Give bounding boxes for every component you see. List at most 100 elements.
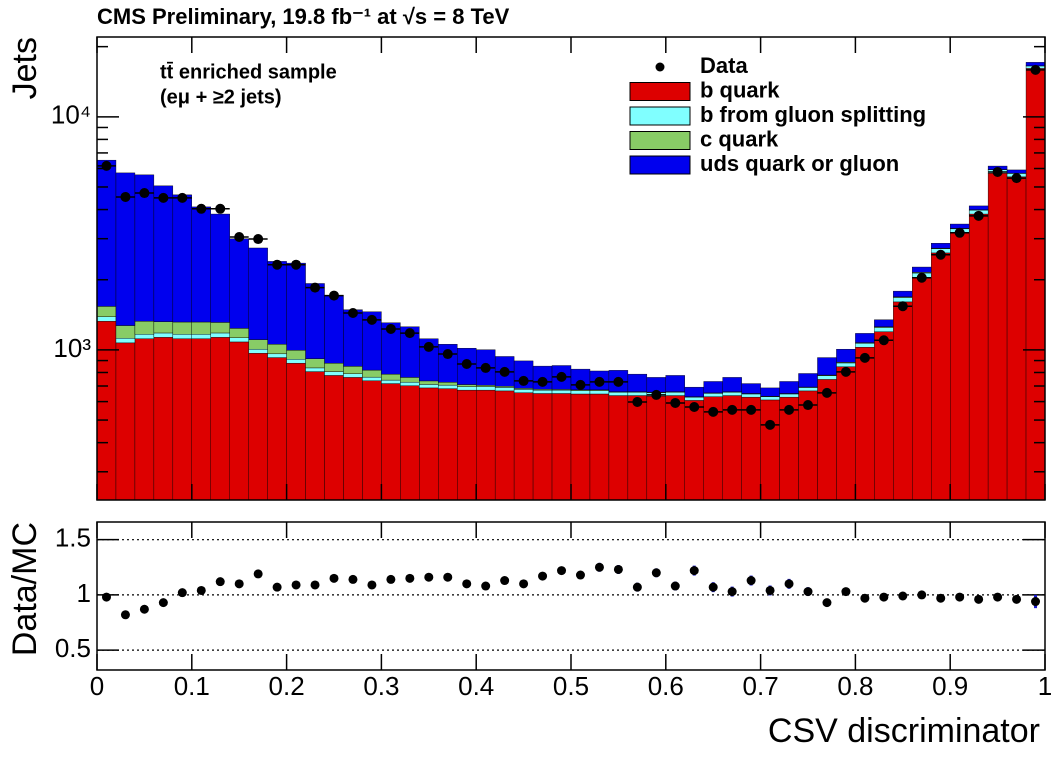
stack-bar — [172, 194, 192, 323]
x-tick-label: 0.6 — [648, 671, 684, 701]
legend-swatch — [629, 106, 691, 126]
stack-bar — [305, 371, 325, 501]
ratio-point — [120, 610, 130, 620]
stack-bar — [191, 338, 211, 501]
x-tick-label: 0.7 — [743, 671, 779, 701]
data-point — [973, 210, 984, 221]
stack-bar — [153, 337, 174, 501]
data-point — [385, 323, 396, 334]
stack-bar — [248, 353, 268, 501]
stack-bar — [968, 213, 989, 501]
stack-bar — [172, 321, 192, 335]
data-point — [556, 371, 567, 382]
stack-bar — [684, 386, 704, 397]
stack-bar — [115, 325, 136, 339]
ratio-point — [670, 581, 680, 591]
stack-bar — [646, 395, 667, 501]
stack-bar — [874, 319, 894, 327]
data-point — [234, 232, 245, 243]
ratio-point — [500, 576, 510, 586]
stack-bar — [210, 213, 230, 323]
ratio-point — [822, 598, 832, 608]
stack-bar — [153, 332, 174, 338]
data-point — [803, 400, 813, 411]
ratio-point — [594, 562, 604, 572]
y-tick-label: 0.5 — [55, 633, 91, 663]
ratio-point — [575, 570, 585, 580]
ratio-point — [879, 592, 889, 602]
stack-bar — [570, 393, 591, 501]
data-point — [916, 272, 927, 283]
stack-bar — [1025, 68, 1046, 501]
stack-bar — [248, 247, 268, 340]
ratio-point — [367, 580, 377, 590]
data-point — [1030, 64, 1041, 75]
data-point — [272, 259, 283, 270]
stack-bar — [343, 309, 363, 367]
legend-label: Data — [700, 53, 748, 78]
x-tick-label: 0.3 — [363, 671, 399, 701]
data-point — [329, 290, 339, 301]
stack-bar — [684, 396, 704, 401]
ratio-point — [310, 580, 320, 590]
y-tick-label: 1.5 — [55, 523, 91, 553]
data-point — [404, 328, 415, 339]
data-point — [954, 227, 965, 238]
stack-bar — [950, 232, 970, 501]
x-tick-label: 0.9 — [932, 671, 968, 701]
ratio-point — [632, 582, 642, 592]
stack-bar — [494, 390, 515, 501]
stack-bar — [760, 387, 780, 397]
stack-bar — [229, 238, 249, 329]
x-tick-label: 0.1 — [174, 671, 210, 701]
stack-bar — [968, 205, 989, 210]
stack-bar — [343, 366, 363, 374]
ratio-point — [329, 573, 339, 583]
stack-bar — [893, 290, 913, 298]
stack-bar — [191, 321, 211, 335]
data-point — [253, 234, 264, 245]
stack-bar — [305, 367, 325, 372]
stack-bar — [627, 395, 648, 501]
stack-bar — [551, 393, 572, 501]
legend-swatch — [629, 131, 691, 150]
data-point — [821, 387, 832, 398]
stack-bar — [286, 262, 306, 351]
stack-bar — [286, 350, 306, 360]
ratio-point — [538, 571, 548, 581]
data-point — [1011, 173, 1022, 184]
stack-bar — [457, 389, 477, 501]
stack-bar — [551, 389, 572, 394]
ratio-point — [519, 579, 529, 589]
stack-bar — [779, 381, 799, 394]
stack-bar — [931, 252, 951, 501]
stack-bar — [836, 348, 856, 363]
stack-bar — [210, 337, 230, 501]
ratio-point — [651, 568, 661, 578]
stack-bar — [362, 369, 382, 378]
stack-bar — [267, 344, 287, 355]
ratio-point — [993, 592, 1003, 602]
stack-bar — [779, 393, 799, 398]
stack-bar — [305, 283, 325, 359]
stack-bar — [324, 375, 344, 501]
data-point — [878, 335, 889, 346]
x-tick-label: 0.2 — [269, 671, 305, 701]
data-point — [120, 191, 131, 202]
ratio-point — [101, 592, 111, 602]
x-tick-label: 0.4 — [458, 671, 494, 701]
data-point — [310, 282, 321, 293]
ratio-point — [765, 585, 775, 595]
stack-bar — [419, 380, 439, 385]
data-point — [101, 160, 112, 171]
stack-bar — [494, 387, 515, 392]
ratio-point — [613, 564, 623, 574]
stack-bar — [931, 243, 951, 249]
ratio-point — [405, 573, 415, 583]
stack-bar — [798, 387, 818, 392]
stack-bar — [438, 384, 458, 389]
stack-bar — [950, 223, 970, 229]
stack-bar — [343, 377, 363, 501]
stack-bar — [855, 343, 875, 348]
stack-bar — [419, 387, 439, 501]
